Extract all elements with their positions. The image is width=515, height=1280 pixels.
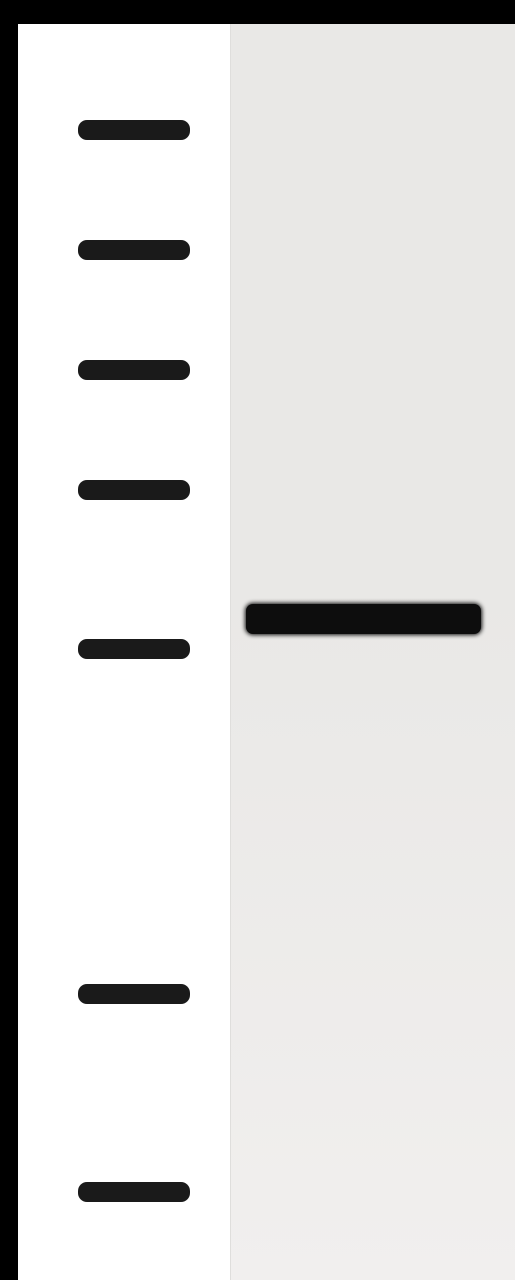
ladder-band [78,639,190,659]
western-blot-figure [0,0,515,1280]
ladder-band [78,1182,190,1202]
ladder-band [78,120,190,140]
ladder-band [78,480,190,500]
ladder-band [78,360,190,380]
molecular-weight-ladder-lane [18,24,230,1280]
ladder-band [78,984,190,1004]
sample-lane [230,24,515,1280]
ladder-band [78,240,190,260]
protein-band [246,604,481,634]
